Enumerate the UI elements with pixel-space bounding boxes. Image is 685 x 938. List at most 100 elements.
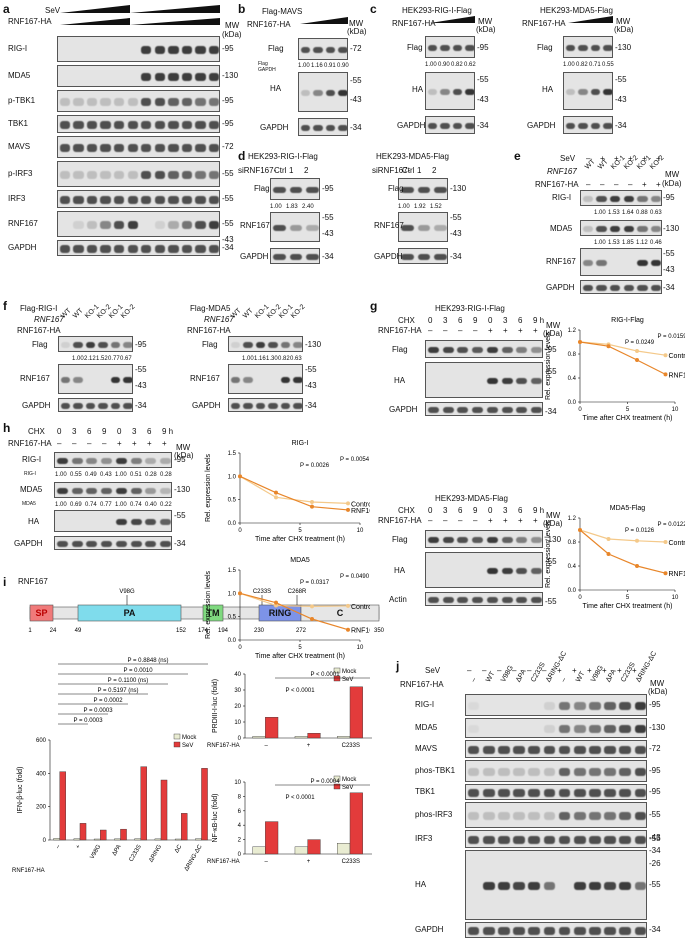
- e-lane: KO-2: [649, 154, 666, 171]
- band: [498, 836, 510, 844]
- g2-time: 9: [473, 507, 477, 515]
- f2-row-gapdh: GAPDH: [192, 402, 220, 410]
- band: [604, 789, 616, 797]
- band: [589, 882, 601, 890]
- band: [619, 882, 631, 890]
- f1-row-rnf167: RNF167: [20, 375, 50, 383]
- d2-title: HEK293-MDA5-Flag: [376, 153, 449, 161]
- a-wedge-2: [130, 5, 220, 13]
- c2-row-flag: Flag: [537, 44, 553, 52]
- f1-row-gapdh: GAPDH: [22, 402, 50, 410]
- band: [60, 245, 70, 253]
- data-point: [310, 500, 314, 504]
- x-tick-label: 5: [626, 407, 630, 413]
- band: [487, 378, 498, 384]
- x-tick-label: 0: [238, 528, 242, 534]
- band: [604, 746, 616, 754]
- band: [160, 519, 171, 525]
- e-quant2: 1.12: [636, 240, 648, 246]
- e-rnf167: RNF167: [547, 168, 577, 176]
- p-value: P = 0.0002: [93, 698, 123, 704]
- e-quant1: 1.64: [622, 210, 634, 216]
- data-point: [274, 601, 278, 605]
- b-quant: 1.16: [311, 63, 323, 69]
- g2-time: 6: [458, 507, 462, 515]
- band: [116, 458, 127, 464]
- band: [635, 702, 647, 710]
- panel-letter-j: j: [396, 660, 399, 672]
- e-rnf167ha: RNF167-HA: [535, 181, 579, 189]
- band: [116, 541, 127, 547]
- band: [624, 226, 634, 232]
- band: [61, 342, 71, 348]
- h-quant1: 0.51: [130, 472, 142, 478]
- bar-mock: [295, 847, 308, 854]
- band: [209, 171, 219, 179]
- bar-sev: [308, 733, 321, 738]
- d1-mw-55: -55: [322, 214, 334, 222]
- band: [528, 768, 540, 776]
- data-point: [635, 358, 639, 362]
- y-axis-label: Rel. expression levels: [205, 570, 212, 639]
- band: [73, 121, 83, 129]
- d2-quant: 1.00: [398, 204, 410, 210]
- a-sev: SeV: [45, 7, 60, 15]
- h-ha-sign: –: [87, 440, 91, 448]
- j-mw: -95: [649, 701, 661, 709]
- band: [513, 812, 525, 820]
- band: [574, 725, 586, 733]
- series-label: Control: [669, 353, 685, 360]
- series-line-1: [580, 342, 666, 374]
- c1-mw-55: -55: [477, 76, 489, 84]
- band: [624, 285, 634, 291]
- band: [114, 144, 124, 152]
- band: [544, 882, 556, 890]
- h-blot-gapdh: [54, 536, 172, 550]
- band: [168, 171, 178, 179]
- band: [128, 221, 138, 229]
- band: [528, 836, 540, 844]
- c1-mw-top: -95: [477, 44, 489, 52]
- d1-quant: 1.00: [270, 204, 282, 210]
- h-time: 9 h: [162, 428, 173, 436]
- a-row-label: RIG-I: [8, 45, 27, 53]
- d1-lane: Ctrl: [274, 167, 286, 175]
- j-rnf167ha: RNF167-HA: [400, 681, 444, 689]
- band: [596, 260, 606, 266]
- band: [195, 144, 205, 152]
- band: [434, 225, 447, 231]
- band: [574, 789, 586, 797]
- band: [637, 285, 647, 291]
- band: [168, 196, 178, 204]
- c1-mw-43: -43: [477, 96, 489, 104]
- band: [128, 98, 138, 106]
- band: [453, 89, 463, 95]
- band: [145, 488, 156, 494]
- e-ha-sign: +: [656, 181, 661, 189]
- band: [483, 789, 495, 797]
- band: [596, 196, 606, 202]
- h-qlab-2: MDA5: [22, 502, 36, 507]
- y-tick-label: 200: [36, 805, 47, 811]
- a-blot-6: [57, 190, 220, 208]
- band: [131, 519, 142, 525]
- legend-swatch: [174, 734, 180, 739]
- band: [73, 245, 83, 253]
- band: [583, 196, 593, 202]
- band: [440, 123, 450, 129]
- j-mw: -95: [649, 788, 661, 796]
- data-point: [635, 349, 639, 353]
- h-ha-sign: +: [132, 440, 137, 448]
- band: [498, 812, 510, 820]
- a-wedge-3: [60, 18, 130, 25]
- band: [209, 144, 219, 152]
- c2-quant: 1.00: [563, 62, 575, 68]
- band: [468, 836, 480, 844]
- bar-mock: [337, 736, 350, 738]
- d2-lane: 1: [417, 167, 421, 175]
- d1-mw-43: -43: [322, 230, 334, 238]
- panel-letter-b: b: [238, 3, 245, 15]
- e-blot-gapdh: [580, 280, 662, 294]
- band: [281, 403, 291, 409]
